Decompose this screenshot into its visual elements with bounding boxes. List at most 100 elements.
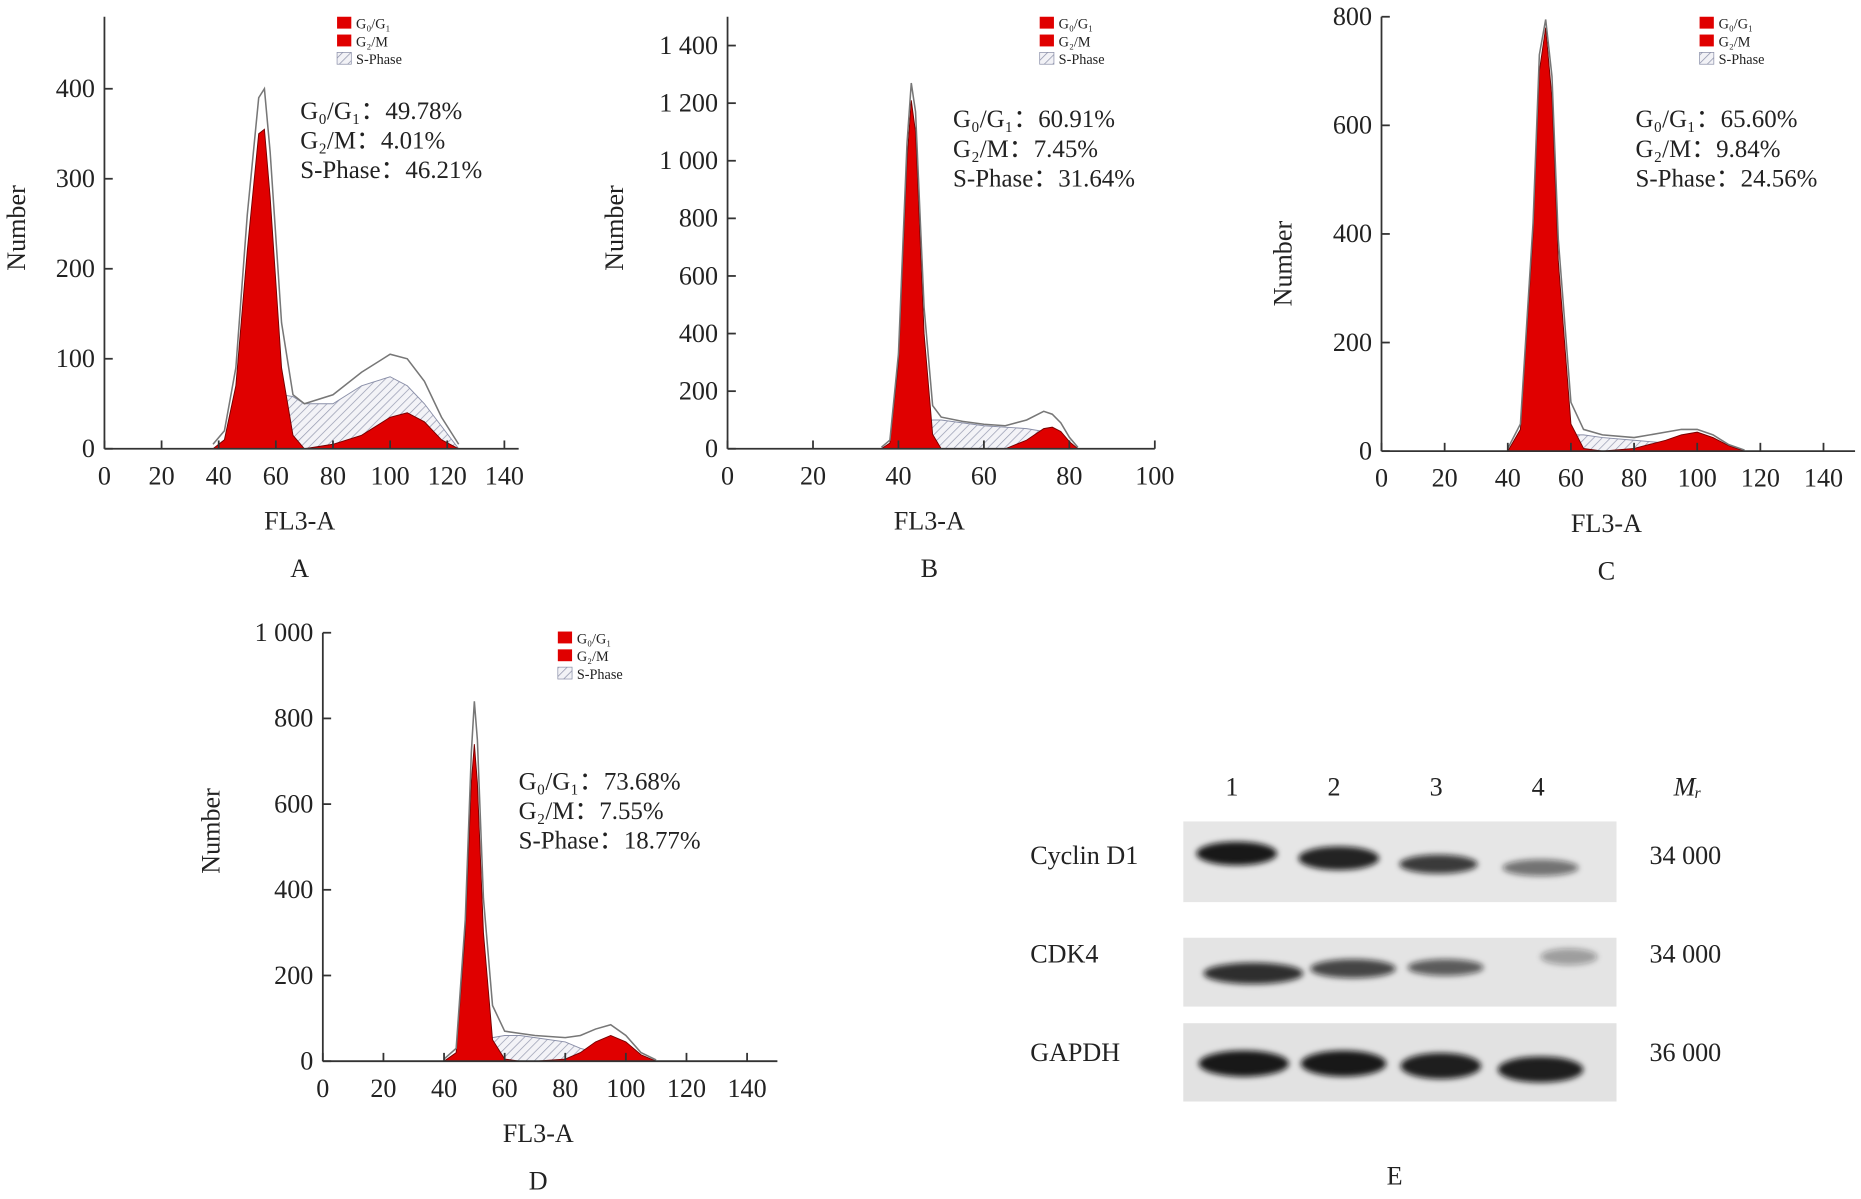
band <box>1298 846 1380 871</box>
x-tick-label: 0 <box>316 1074 329 1103</box>
y-tick-label: 0 <box>82 434 95 463</box>
legend-label: S-Phase <box>1059 52 1105 68</box>
panel-label: C <box>1598 556 1615 585</box>
lane-label: 1 <box>1225 772 1238 801</box>
y-tick-label: 0 <box>300 1046 313 1075</box>
x-axis-label: FL3-A <box>264 506 335 535</box>
x-tick-label: 20 <box>370 1074 396 1103</box>
y-tick-label: 1 200 <box>659 88 718 117</box>
x-tick-label: 100 <box>1678 464 1717 493</box>
western-blot: 1 2 3 4 Mᵣ Cyclin D1 CDK4 GAPDH 34 000 3… <box>1030 772 1721 1190</box>
bands <box>1196 841 1598 1083</box>
panel-label: D <box>529 1166 548 1195</box>
y-tick-label: 200 <box>679 376 718 405</box>
phase-annotation: G₀/G₁：65.60% <box>1635 106 1797 133</box>
legend-swatch <box>557 649 573 662</box>
band <box>1497 1056 1584 1083</box>
y-tick-label: 800 <box>679 204 718 233</box>
band <box>1540 948 1598 966</box>
legend-label: G₂/M <box>1719 34 1751 50</box>
panel-label: E <box>1387 1162 1403 1191</box>
y-tick-label: 200 <box>1333 328 1372 357</box>
phase-annotation: G₀/G₁：49.78% <box>300 98 462 125</box>
mr-header: Mᵣ <box>1673 772 1702 801</box>
row-label: Cyclin D1 <box>1030 841 1138 870</box>
legend-label: G₀/G₁ <box>1059 17 1093 33</box>
legend-label: G₀/G₁ <box>577 631 611 647</box>
x-tick-label: 140 <box>485 461 524 490</box>
phase-annotation: G₂/M：4.01% <box>300 127 445 154</box>
phase-annotation: G₀/G₁：73.68% <box>519 768 681 795</box>
phase-annotation: S-Phase：18.77% <box>519 828 701 855</box>
y-tick-label: 800 <box>274 704 313 733</box>
x-tick-label: 20 <box>800 461 826 490</box>
legend-label: G₂/M <box>356 34 388 50</box>
x-axis-label: FL3-A <box>1571 509 1642 538</box>
phase-area <box>1506 27 1745 452</box>
phase-annotation: G₂/M：7.55% <box>519 798 664 825</box>
legend-swatch <box>336 52 352 65</box>
legend-swatch <box>1699 52 1715 65</box>
histogram-panel: 0 100 200 300 400 0 20 40 60 80 100 120 140 Number FL3… <box>2 17 524 583</box>
y-tick-label: 600 <box>679 261 718 290</box>
y-axis-label: Number <box>1268 221 1297 307</box>
x-tick-label: 140 <box>1804 464 1843 493</box>
x-tick-label: 0 <box>721 461 734 490</box>
y-axis-label: Number <box>600 185 629 271</box>
y-tick-label: 200 <box>274 961 313 990</box>
y-tick-label: 600 <box>1333 111 1372 140</box>
y-tick-label: 600 <box>274 789 313 818</box>
band <box>1196 841 1278 866</box>
x-tick-label: 60 <box>971 461 997 490</box>
x-tick-label: 60 <box>263 461 289 490</box>
mr-value: 34 000 <box>1649 841 1721 870</box>
x-axis-label: FL3-A <box>894 506 965 535</box>
x-tick-label: 40 <box>206 461 232 490</box>
x-tick-label: 40 <box>885 461 911 490</box>
band <box>1198 1050 1289 1077</box>
y-tick-label: 1 000 <box>659 146 718 175</box>
legend-label: S-Phase <box>1719 52 1765 68</box>
x-tick-label: 120 <box>667 1074 706 1103</box>
x-tick-label: 80 <box>320 461 346 490</box>
legend-swatch <box>557 666 573 680</box>
band <box>1502 859 1579 877</box>
y-tick-label: 0 <box>705 434 718 463</box>
lane-label: 3 <box>1430 772 1443 801</box>
y-tick-label: 400 <box>679 319 718 348</box>
legend-label: G₀/G₁ <box>356 17 390 33</box>
y-tick-label: 200 <box>56 254 95 283</box>
x-tick-label: 0 <box>98 461 111 490</box>
histogram-panel: 0 200 400 600 800 1 000 0 20 40 60 80 100 120 140 Numb… <box>197 618 778 1195</box>
x-tick-label: 60 <box>1558 464 1584 493</box>
legend-label: G₀/G₁ <box>1719 17 1753 33</box>
y-tick-label: 0 <box>1359 436 1372 465</box>
x-tick-label: 80 <box>1056 461 1082 490</box>
band <box>1203 962 1304 985</box>
x-tick-label: 80 <box>552 1074 578 1103</box>
legend-label: G₂/M <box>1059 34 1091 50</box>
row-label: GAPDH <box>1030 1038 1120 1067</box>
panel-label: B <box>921 554 938 583</box>
total-outline <box>1507 19 1745 451</box>
x-tick-label: 80 <box>1621 464 1647 493</box>
band <box>1407 959 1484 976</box>
total-outline <box>443 701 657 1061</box>
x-tick-label: 120 <box>1741 464 1780 493</box>
legend-swatch <box>557 631 573 644</box>
band <box>1300 1050 1387 1077</box>
y-tick-label: 300 <box>56 164 95 193</box>
legend-swatch <box>1039 52 1055 65</box>
x-tick-label: 100 <box>1135 461 1174 490</box>
lane-label: 2 <box>1328 772 1341 801</box>
phase-annotation: S-Phase：46.21% <box>300 157 482 184</box>
phase-annotation: S-Phase：31.64% <box>953 165 1135 192</box>
legend-label: S-Phase <box>577 667 623 683</box>
y-tick-label: 1 400 <box>659 31 718 60</box>
mr-value: 36 000 <box>1649 1038 1721 1067</box>
legend-label: G₂/M <box>577 649 609 665</box>
legend-swatch <box>337 34 352 47</box>
phase-annotation: G₂/M：9.84% <box>1635 136 1780 163</box>
